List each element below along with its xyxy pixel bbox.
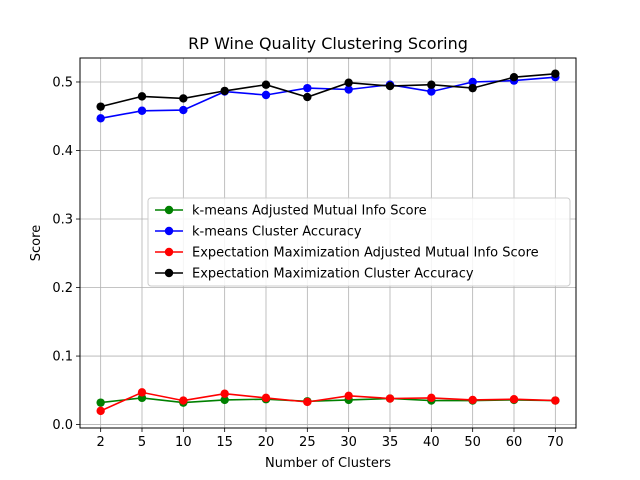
data-point xyxy=(509,395,519,404)
legend-item: k-means Adjusted Mutual Info Score xyxy=(155,204,427,219)
data-point xyxy=(220,395,229,405)
chart-title: RP Wine Quality Clustering Scoring xyxy=(188,34,468,53)
grid xyxy=(80,58,576,428)
x-axis: 2 5 10 15 20 25 30 35 40 50 60 70 xyxy=(97,428,564,450)
data-point xyxy=(385,81,395,91)
series-line xyxy=(100,76,556,120)
data-point xyxy=(551,396,560,405)
y-tick-label: 0.5 xyxy=(52,75,73,90)
data-point xyxy=(303,397,312,407)
data-point xyxy=(344,85,353,94)
x-tick-label: 5 xyxy=(138,435,146,450)
data-point xyxy=(96,406,105,416)
y-axis: 0.0 0.1 0.2 0.3 0.4 0.5 xyxy=(52,75,80,433)
data-point xyxy=(179,396,188,405)
legend-item: k-means Cluster Accuracy xyxy=(155,225,362,240)
series-1 xyxy=(96,72,560,123)
data-point xyxy=(179,94,188,103)
x-tick-label: 40 xyxy=(423,435,440,450)
series-line xyxy=(100,73,556,108)
data-point xyxy=(220,86,229,96)
x-tick-label: 30 xyxy=(340,435,357,450)
series-layer xyxy=(96,69,560,416)
legend-marker xyxy=(164,268,174,278)
series-2 xyxy=(96,388,560,416)
legend-label: k-means Adjusted Mutual Info Score xyxy=(192,204,427,219)
x-tick-label: 20 xyxy=(258,435,275,450)
data-point xyxy=(344,391,353,400)
data-point xyxy=(96,102,105,111)
data-point xyxy=(427,393,436,403)
data-point xyxy=(344,78,353,87)
data-point xyxy=(468,83,477,93)
data-point xyxy=(96,398,105,407)
data-point xyxy=(303,92,312,102)
legend-box xyxy=(147,197,571,287)
legend-item: Expectation Maximization Adjusted Mutual… xyxy=(155,246,539,261)
y-tick-label: 0.4 xyxy=(52,144,73,159)
data-point xyxy=(261,80,271,89)
data-point xyxy=(468,395,477,405)
data-point xyxy=(468,77,477,87)
x-tick-label: 15 xyxy=(216,435,233,450)
data-point xyxy=(427,87,436,96)
y-tick-label: 0.1 xyxy=(52,350,73,365)
data-point xyxy=(137,92,147,101)
data-point xyxy=(261,90,271,100)
data-point xyxy=(220,389,229,398)
x-tick-label: 60 xyxy=(506,435,523,450)
y-tick-label: 0.3 xyxy=(52,213,73,228)
x-tick-label: 35 xyxy=(382,435,399,450)
data-point xyxy=(261,393,271,403)
legend-marker xyxy=(164,205,174,215)
legend-marker xyxy=(164,226,174,236)
y-tick-label: 0.2 xyxy=(52,281,73,296)
legend-label: k-means Cluster Accuracy xyxy=(192,225,362,240)
data-point xyxy=(303,83,312,93)
data-point xyxy=(137,388,147,397)
legend-item: Expectation Maximization Cluster Accurac… xyxy=(155,267,474,282)
x-tick-label: 2 xyxy=(97,435,105,450)
data-point xyxy=(509,72,519,82)
data-point xyxy=(551,69,560,78)
legend-label: Expectation Maximization Cluster Accurac… xyxy=(192,267,474,282)
plot-frame xyxy=(79,57,577,429)
data-point xyxy=(427,80,436,89)
legend: k-means Adjusted Mutual Info Score k-mean… xyxy=(147,197,571,287)
y-axis-label: Score xyxy=(29,225,44,261)
x-tick-label: 10 xyxy=(175,435,192,450)
data-point xyxy=(385,394,395,403)
legend-label: Expectation Maximization Adjusted Mutual… xyxy=(192,246,539,261)
x-tick-label: 25 xyxy=(299,435,316,450)
data-point xyxy=(96,114,105,123)
x-axis-label: Number of Clusters xyxy=(265,456,391,471)
data-point xyxy=(179,105,188,115)
series-line xyxy=(100,391,556,412)
legend-marker xyxy=(164,247,174,257)
x-tick-label: 50 xyxy=(464,435,481,450)
data-point xyxy=(137,106,147,115)
series-3 xyxy=(96,69,560,111)
x-tick-label: 70 xyxy=(547,435,564,450)
y-tick-label: 0.0 xyxy=(52,418,73,433)
